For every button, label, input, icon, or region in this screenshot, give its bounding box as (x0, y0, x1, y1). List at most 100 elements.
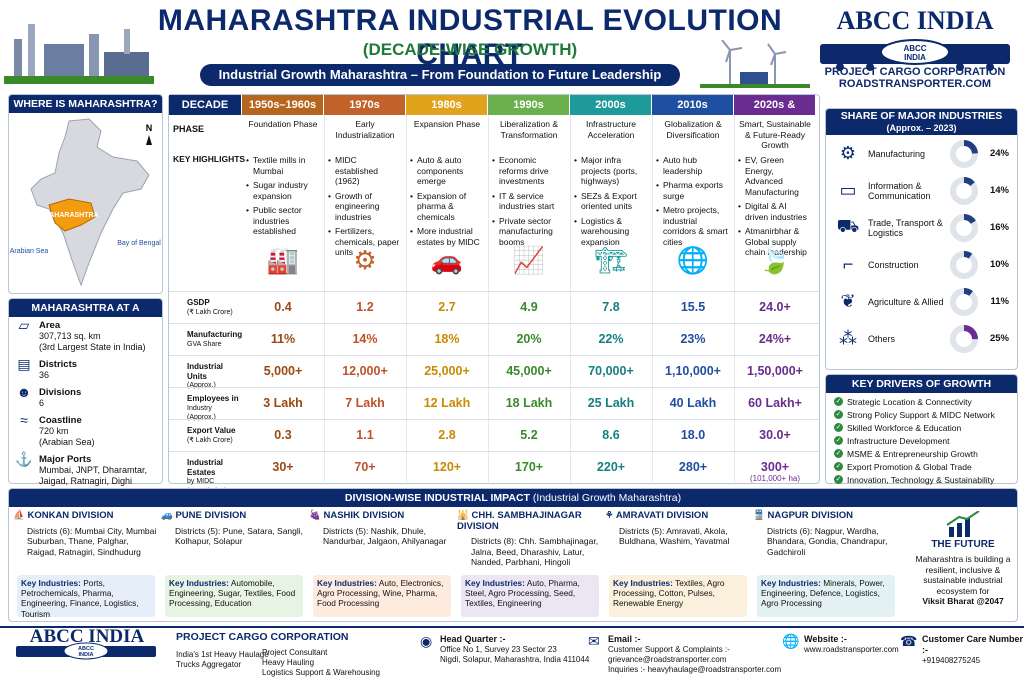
phase-row-label: PHASE (173, 124, 205, 134)
check-icon: ✓ (834, 449, 843, 458)
metric-value: 24.0+ (759, 300, 791, 314)
footer-hq-label: Head Quarter :- (440, 634, 506, 644)
driver-item: ✓ Strong Policy Support & MIDC Network (826, 408, 1017, 421)
share-donut (950, 324, 978, 353)
metric-row-divider (169, 291, 819, 292)
key-industries-label: Key Industries: (761, 578, 821, 588)
sea-label: Arabian Sea (10, 248, 49, 255)
drivers-title: KEY DRIVERS OF GROWTH (826, 375, 1017, 393)
brand-block: ABCC INDIA ABCC INDIA PROJECT CARGO CORP… (810, 6, 1020, 90)
key-industries-value: Auto, Pharma, Steel, Agro Processing, Se… (465, 578, 580, 609)
share-label: Trade, Transport & Logistics (868, 217, 943, 238)
check-icon: ✓ (834, 423, 843, 432)
highlights-list: Auto & auto components emerge Expansion o… (410, 155, 484, 251)
metric-row-divider (169, 419, 819, 420)
highlight-item: More industrial estates by MIDC (410, 226, 484, 247)
share-item: ⛟ Trade, Transport & Logistics 16% (826, 209, 1017, 246)
division-name: PUNE DIVISION (175, 510, 247, 521)
share-pct: 16% (989, 222, 1009, 233)
driver-text: Innovation, Technology & Sustainability (847, 474, 995, 485)
metric-label: Employees in Industry (Approx.) (173, 394, 241, 423)
decade-header: 1950s–1960s (242, 95, 323, 115)
metric-value: 45,000+ (506, 364, 552, 378)
check-icon: ✓ (834, 475, 843, 484)
future-title: THE FUTURE (931, 538, 995, 550)
highlights-list: Major infra projects (ports, highways) SE… (574, 155, 648, 251)
division-industries: Key Industries: Ports, Petrochemicals, P… (17, 575, 155, 619)
footer-service-2: Project Consultant Heavy Hauling Logistics… (262, 648, 380, 678)
footer-cc-number[interactable]: +919408275245 (922, 656, 981, 665)
metric-value: 18.0 (680, 428, 706, 442)
footer-web-link[interactable]: www.roadstransporter.com (804, 645, 899, 654)
share-item: ⌐ Construction 10% (826, 246, 1017, 283)
drivers-panel: KEY DRIVERS OF GROWTH ✓ Strategic Locatio… (825, 374, 1018, 486)
glance-item: ☻ Divisions 6 (9, 384, 162, 412)
driver-item: ✓ Innovation, Technology & Sustainability (826, 473, 1017, 486)
evolution-table: DECADE PHASE KEY HIGHLIGHTS 1950s–1960s F… (168, 94, 820, 495)
division-name: NAGPUR DIVISION (767, 510, 853, 521)
glance-item: ▤ Districts 36 (9, 356, 162, 384)
metric-value: 8.6 (602, 428, 620, 442)
donut-fill (950, 176, 978, 205)
metric-row-divider (169, 355, 819, 356)
phase-cell: Globalization & Diversification (664, 119, 722, 140)
key-industries-label: Key Industries: (21, 578, 81, 588)
footer-email2[interactable]: grievance@roadstransporter.com (608, 655, 727, 664)
share-label: Others (868, 333, 896, 344)
metric-value: 170+ (514, 460, 544, 474)
brand-url[interactable]: ROADSTRANSPORTER.COM (838, 78, 992, 90)
share-donut (950, 250, 978, 279)
metric-value: 40 Lakh (669, 396, 717, 410)
wind-turbine-icon (700, 40, 810, 88)
north-label: N (146, 123, 153, 133)
footer-web-label: Website :- (804, 634, 847, 644)
glance-label: Area (39, 320, 61, 331)
share-list: ⚙ Manufacturing 24% ▭ Information & Communic… (826, 135, 1017, 357)
phase-cell: Smart, Sustainable & Future-Ready Growth (739, 119, 811, 150)
highlights-list: EV, Green Energy, Advanced Manufacturing… (738, 155, 812, 262)
metric-value: 3 Lakh (263, 396, 303, 410)
decade-icon: 🏭 (266, 245, 300, 275)
division-districts: Districts (6): Nagpur, Wardha, Bhandara,… (767, 525, 888, 557)
location-icon: ◉ (420, 633, 433, 649)
metric-value: 2.8 (438, 428, 456, 442)
metric-sub: Industry (Approx.) (187, 404, 216, 422)
share-item: ⚙ Manufacturing 24% (826, 135, 1017, 172)
division-icon: 🚆 (753, 510, 768, 521)
metric-sub: (₹ Lakh Crore) (187, 436, 233, 444)
column-divider (570, 115, 571, 485)
metric-value: 2.7 (438, 300, 456, 314)
map-icon: ▱ (18, 317, 30, 333)
footer-hq2: Nigdi, Solapur, Maharashtra, India 41104… (440, 655, 590, 664)
phase-cell: Foundation Phase (248, 119, 318, 129)
division-card: 🍇 NASHIK DIVISION Districts (5): Nashik, … (309, 510, 457, 619)
highlight-item: Pharma exports surge (656, 180, 730, 201)
division-header: ⛵ KONKAN DIVISION (13, 510, 161, 522)
check-icon: ✓ (834, 436, 843, 445)
phase-cell: Expansion Phase (413, 119, 481, 129)
share-item: ▭ Information & Communication 14% (826, 172, 1017, 209)
footer-service-1: India's 1st Heavy Haulage Trucks Aggregat… (176, 650, 269, 670)
footer-s1b: Trucks Aggregator (176, 660, 242, 669)
email-icon: ✉ (588, 633, 600, 649)
division-districts: Districts (5): Nashik, Dhule, Nandurbar,… (323, 525, 447, 547)
anchor-icon: ⚓ (15, 451, 33, 467)
glance-note: Jaigad, Ratnagiri, Dighi (39, 476, 133, 486)
driver-text: MSME & Entrepreneurship Growth (847, 448, 978, 459)
division-header: 🕌 CHH. SAMBHAJINAGAR DIVISION (457, 510, 605, 532)
metric-value: 12 Lakh (423, 396, 471, 410)
metric-value: 30+ (272, 460, 294, 474)
footer-email3[interactable]: Inquiries :- heavyhaulage@roadstransport… (608, 665, 782, 674)
driver-item: ✓ Skilled Workforce & Education (826, 421, 1017, 434)
header: MAHARASHTRA INDUSTRIAL EVOLUTION CHART (… (0, 0, 1024, 90)
highlight-item: Fertilizers, chemicals, paper units (328, 226, 402, 258)
share-label: Information & Communication (868, 180, 931, 201)
tagline-banner: Industrial Growth Maharashtra – From Fou… (200, 64, 680, 86)
highlight-item: Major infra projects (ports, highways) (574, 155, 648, 187)
metric-value: 1,10,000+ (665, 364, 721, 378)
footer-badge-top: ABCC (78, 646, 94, 652)
glance-label: Major Ports (39, 454, 92, 465)
others-icon: ⁂ (839, 328, 857, 348)
glance-value: 720 km (39, 426, 69, 436)
metric-value: 60 Lakh+ (748, 396, 802, 410)
